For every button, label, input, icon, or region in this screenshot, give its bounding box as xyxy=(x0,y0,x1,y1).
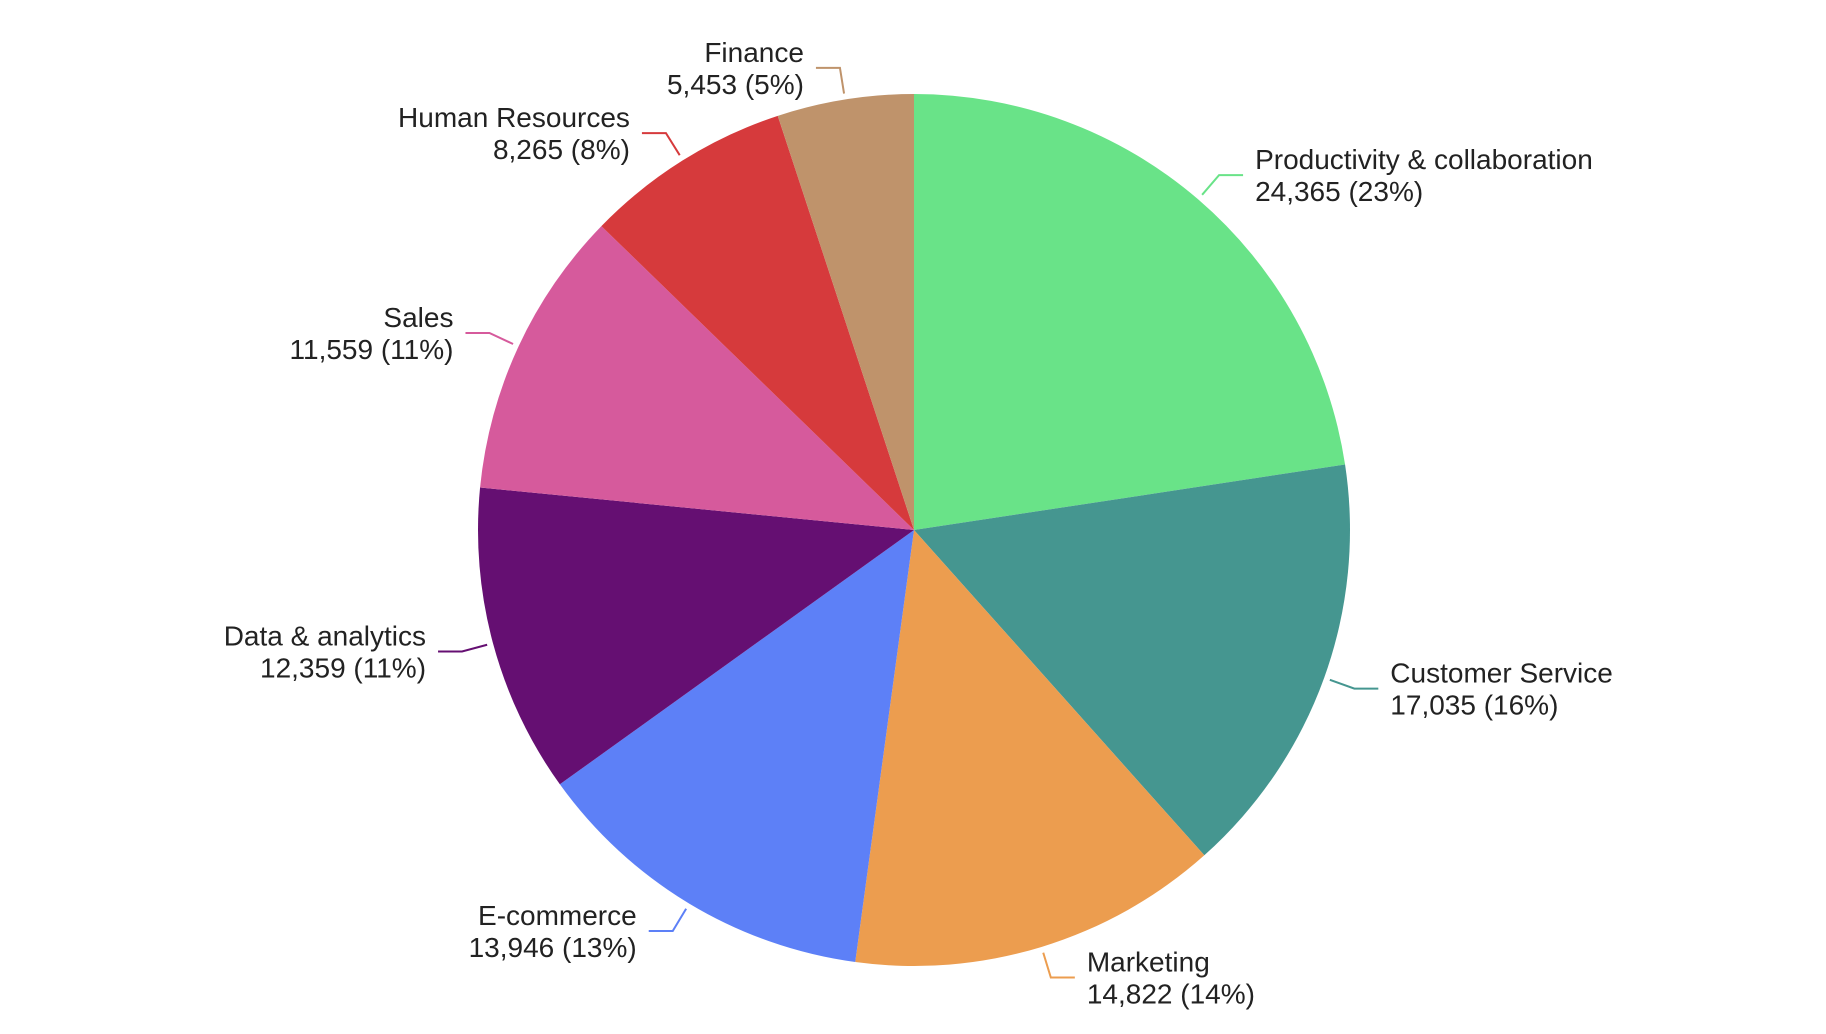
slice-label-e-commerce: E-commerce xyxy=(478,900,637,931)
leader-line-customer-service xyxy=(1329,678,1379,690)
slices-layer xyxy=(478,94,1350,966)
pie-slice-data-and-analytics xyxy=(478,487,914,785)
slice-value-label-customer-service: 17,035 (16%) xyxy=(1390,690,1558,721)
pie-slice-customer-service xyxy=(914,464,1350,856)
pie-slice-finance xyxy=(777,94,914,530)
pie-slice-productivity-and-collaboration xyxy=(914,94,1346,530)
pie-slice-marketing xyxy=(855,530,1205,966)
slice-label-finance: Finance xyxy=(704,37,804,68)
leader-line-human-resources xyxy=(641,132,681,156)
pie-slice-e-commerce xyxy=(559,530,914,963)
slice-label-marketing: Marketing xyxy=(1087,947,1210,978)
slice-value-label-human-resources: 8,265 (8%) xyxy=(493,134,630,165)
pie-slice-human-resources xyxy=(601,115,914,531)
slice-value-label-e-commerce: 13,946 (13%) xyxy=(469,932,637,963)
leader-line-productivity-and-collaboration xyxy=(1201,174,1244,196)
slice-value-label-sales: 11,559 (11%) xyxy=(290,334,454,365)
slice-label-data-and-analytics: Data & analytics xyxy=(224,620,426,651)
slice-value-label-finance: 5,453 (5%) xyxy=(667,69,804,100)
leader-line-data-and-analytics xyxy=(438,643,488,653)
slice-value-label-data-and-analytics: 12,359 (11%) xyxy=(260,652,426,683)
leader-lines-layer xyxy=(438,66,1379,979)
slice-value-label-productivity-and-collaboration: 24,365 (23%) xyxy=(1255,176,1423,207)
slice-label-sales: Sales xyxy=(383,302,453,333)
slice-label-customer-service: Customer Service xyxy=(1390,658,1613,689)
leader-line-e-commerce xyxy=(648,908,687,933)
leader-line-sales xyxy=(465,332,514,345)
pie-slice-sales xyxy=(480,226,914,531)
leader-line-marketing xyxy=(1042,952,1075,979)
slice-label-human-resources: Human Resources xyxy=(398,102,630,133)
slice-label-productivity-and-collaboration: Productivity & collaboration xyxy=(1255,144,1593,175)
leader-line-finance xyxy=(815,66,846,94)
slice-value-label-marketing: 14,822 (14%) xyxy=(1087,979,1255,1010)
